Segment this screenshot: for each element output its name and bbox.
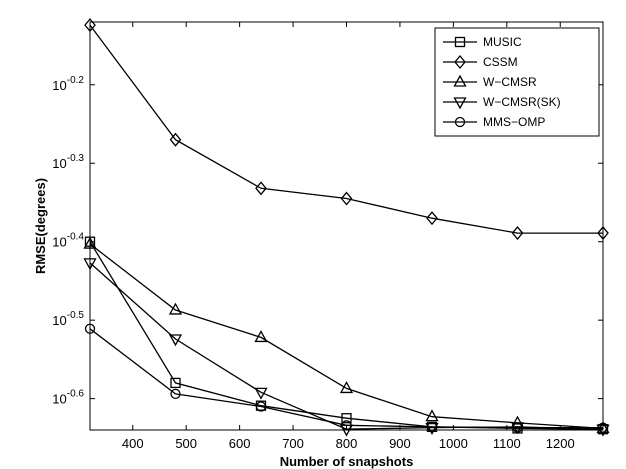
y-tick-label: 10-0.4 — [52, 232, 84, 250]
data-point — [254, 330, 268, 343]
legend: MUSIC CSSM W−CMSR W−CMSR(SK) MMS−OMP — [434, 27, 600, 137]
data-point — [170, 377, 181, 389]
y-tick-label: 10-0.2 — [52, 75, 84, 93]
data-point — [597, 226, 609, 241]
data-point — [341, 420, 352, 431]
data-point — [84, 18, 96, 33]
data-point — [168, 302, 183, 315]
series-line — [89, 328, 603, 429]
legend-entry: W−CMSR(SK) — [443, 95, 561, 110]
data-point — [339, 381, 354, 394]
data-point — [340, 191, 353, 206]
y-tick-label: 10-0.3 — [52, 153, 84, 171]
series-1 — [84, 18, 609, 241]
data-point — [597, 422, 609, 433]
x-tick-label: 1200 — [546, 436, 575, 451]
x-tick-label: 500 — [175, 436, 197, 451]
data-point — [426, 211, 438, 226]
series-line — [89, 241, 604, 430]
data-point — [169, 132, 182, 147]
series-line — [89, 243, 604, 430]
data-point — [168, 334, 183, 347]
y-axis-title: RMSE(degrees) — [33, 178, 48, 274]
data-point — [255, 401, 267, 412]
y-tick-label: 10-0.5 — [52, 310, 84, 328]
data-point — [426, 421, 438, 433]
y-tick-label: 10-0.6 — [52, 389, 84, 407]
data-point — [596, 424, 610, 437]
x-tick-label: 700 — [282, 436, 304, 451]
x-tick-label: 600 — [229, 436, 251, 451]
legend-entry: MUSIC — [443, 35, 522, 49]
series-line — [89, 24, 603, 234]
data-point — [254, 387, 268, 400]
data-point — [425, 409, 439, 422]
series-2 — [83, 236, 610, 434]
legend-label: MUSIC — [483, 35, 522, 49]
legend-marker — [454, 36, 466, 48]
legend-marker — [454, 116, 466, 128]
legend-entry: W−CMSR — [443, 74, 537, 89]
data-point — [170, 388, 181, 400]
data-point — [512, 422, 523, 433]
data-point — [511, 226, 524, 241]
series-0 — [84, 236, 609, 435]
x-tick-label: 800 — [336, 436, 358, 451]
data-point — [425, 422, 439, 435]
data-point — [341, 413, 352, 424]
legend-marker — [454, 54, 466, 70]
x-tick-label: 900 — [389, 436, 411, 451]
legend-label: CSSM — [483, 55, 518, 69]
legend-label: W−CMSR — [483, 75, 537, 89]
legend-label: W−CMSR(SK) — [483, 95, 561, 109]
data-point — [83, 258, 97, 271]
legend-label: MMS−OMP — [483, 115, 545, 129]
x-tick-label: 1100 — [493, 436, 521, 451]
data-point — [84, 323, 96, 334]
legend-marker — [453, 74, 467, 87]
series-4 — [84, 323, 609, 433]
x-tick-label: 400 — [122, 436, 144, 451]
series-layer — [83, 18, 610, 437]
data-point — [255, 181, 267, 196]
series-3 — [83, 258, 610, 437]
legend-entry: CSSM — [443, 54, 518, 70]
legend-marker — [453, 97, 467, 110]
data-point — [83, 236, 97, 249]
x-tick-label: 1000 — [439, 436, 468, 451]
x-axis-title: Number of snapshots — [280, 454, 414, 469]
legend-entry: MMS−OMP — [443, 115, 545, 129]
series-line — [89, 262, 604, 430]
